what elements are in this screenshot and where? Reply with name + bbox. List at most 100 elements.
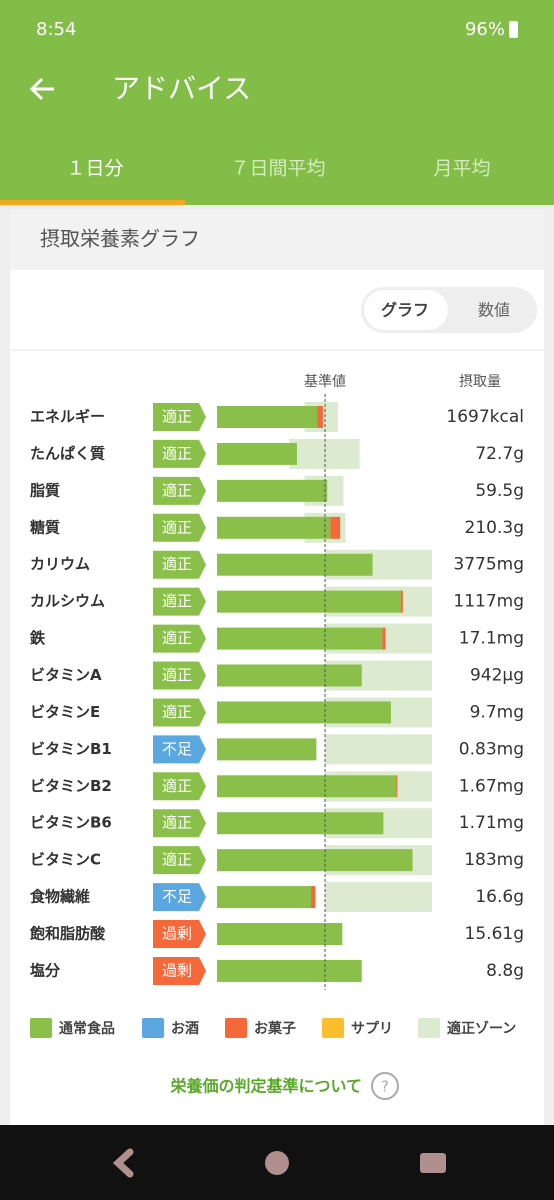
bar-segment bbox=[400, 590, 403, 613]
status-label: 不足 bbox=[162, 888, 192, 906]
bar-segment bbox=[310, 886, 316, 909]
status-badge bbox=[153, 661, 206, 690]
bar-segment bbox=[217, 627, 383, 650]
battery-icon bbox=[509, 21, 518, 38]
zone bbox=[325, 882, 432, 913]
status-badge bbox=[153, 809, 206, 838]
toggle-option[interactable]: 数値 bbox=[478, 301, 510, 320]
value-header: 摂取量 bbox=[459, 374, 501, 390]
nutrient-name: ビタミンA bbox=[30, 666, 102, 684]
bar-segment bbox=[317, 406, 323, 428]
status-label: 適正 bbox=[162, 777, 192, 795]
status-badge bbox=[153, 439, 206, 468]
bar-segment bbox=[217, 738, 317, 761]
nav-home[interactable] bbox=[265, 1151, 289, 1175]
bar-segment bbox=[396, 775, 398, 798]
status-label: 適正 bbox=[162, 555, 192, 573]
status-label: 適正 bbox=[162, 592, 192, 610]
nav-back[interactable] bbox=[112, 1148, 134, 1178]
intake-value: 8.8g bbox=[486, 961, 524, 981]
nutrient-name: カリウム bbox=[30, 555, 90, 573]
nutrient-name: 塩分 bbox=[30, 961, 61, 979]
criteria-link[interactable]: 栄養価の判定基準について bbox=[169, 1077, 362, 1096]
bar-segment bbox=[217, 664, 362, 687]
status-badge bbox=[153, 846, 206, 875]
status-label: 適正 bbox=[162, 408, 192, 426]
time: 8:54 bbox=[36, 19, 76, 40]
nutrient-name: 食物繊維 bbox=[30, 888, 90, 906]
status-label: 適正 bbox=[162, 444, 192, 462]
legend-swatch bbox=[322, 1018, 344, 1038]
status-badge bbox=[153, 920, 206, 949]
toggle-selected bbox=[364, 290, 448, 330]
intake-value: 1117mg bbox=[453, 592, 524, 612]
help-icon[interactable] bbox=[371, 1072, 399, 1100]
status-label: 適正 bbox=[162, 629, 192, 647]
legend-label: お酒 bbox=[171, 1021, 199, 1037]
zone bbox=[325, 734, 432, 765]
legend-swatch bbox=[142, 1018, 164, 1038]
app-bar bbox=[0, 0, 554, 205]
zone bbox=[289, 438, 360, 469]
status-label: 適正 bbox=[162, 703, 192, 721]
nav-recent[interactable] bbox=[420, 1153, 446, 1173]
tab[interactable]: １日分 bbox=[66, 158, 123, 180]
bar-segment bbox=[217, 849, 413, 872]
bar-segment bbox=[217, 812, 384, 835]
battery: 96% bbox=[465, 19, 505, 40]
status-badge bbox=[153, 772, 206, 801]
status-badge bbox=[153, 476, 206, 505]
bar-segment bbox=[330, 516, 341, 539]
bar-segment bbox=[217, 775, 397, 798]
nutrient-name: カルシウム bbox=[30, 592, 105, 610]
status-badge bbox=[153, 956, 206, 985]
tab[interactable]: ７日間平均 bbox=[230, 158, 325, 180]
status-label: 適正 bbox=[162, 481, 192, 499]
status-label: 過剰 bbox=[162, 925, 192, 943]
legend-swatch bbox=[225, 1018, 247, 1038]
bar-segment bbox=[217, 553, 373, 576]
status-label: 過剰 bbox=[162, 961, 192, 979]
status-badge bbox=[153, 550, 206, 579]
intake-value: 1.67mg bbox=[459, 776, 524, 796]
nutrient-name: ビタミンB2 bbox=[30, 777, 112, 795]
intake-value: 9.7mg bbox=[470, 702, 524, 722]
status-label: 適正 bbox=[162, 814, 192, 832]
status-badge bbox=[153, 698, 206, 727]
nutrient-name: 鉄 bbox=[29, 629, 46, 647]
legend-label: お菓子 bbox=[254, 1020, 296, 1037]
status-label: 適正 bbox=[162, 666, 192, 684]
intake-value: 1.71mg bbox=[459, 813, 524, 833]
nutrient-name: 脂質 bbox=[30, 481, 60, 499]
intake-value: 1697kcal bbox=[446, 407, 524, 427]
status-badge bbox=[153, 403, 206, 431]
bar-segment bbox=[217, 886, 311, 909]
intake-value: 59.5g bbox=[475, 481, 524, 501]
status-badge bbox=[153, 513, 206, 542]
intake-value: 3775mg bbox=[453, 555, 524, 575]
nutrient-name: 糖質 bbox=[30, 518, 60, 536]
back-button[interactable] bbox=[29, 77, 54, 101]
intake-value: 17.1mg bbox=[459, 629, 524, 649]
bar-segment bbox=[382, 627, 386, 650]
status-label: 適正 bbox=[162, 518, 192, 536]
nutrient-name: エネルギー bbox=[30, 408, 105, 426]
bar-segment bbox=[217, 442, 297, 465]
intake-value: 0.83mg bbox=[459, 739, 524, 759]
legend-swatch bbox=[30, 1018, 52, 1038]
status-label: 適正 bbox=[162, 851, 192, 869]
tab[interactable]: 月平均 bbox=[433, 158, 490, 180]
status-label: 不足 bbox=[162, 740, 192, 758]
header-title: アドバイス bbox=[112, 72, 251, 105]
intake-value: 210.3g bbox=[465, 518, 524, 538]
toggle-option[interactable]: グラフ bbox=[381, 301, 429, 320]
bar-segment bbox=[217, 516, 331, 539]
bar-segment bbox=[217, 406, 318, 428]
reference-label: 基準値 bbox=[304, 373, 346, 390]
tab-indicator bbox=[0, 200, 185, 205]
legend-label: 適正ゾーン bbox=[447, 1020, 516, 1037]
legend-label: 通常食品 bbox=[59, 1020, 115, 1037]
legend-label: サプリ bbox=[351, 1021, 393, 1037]
